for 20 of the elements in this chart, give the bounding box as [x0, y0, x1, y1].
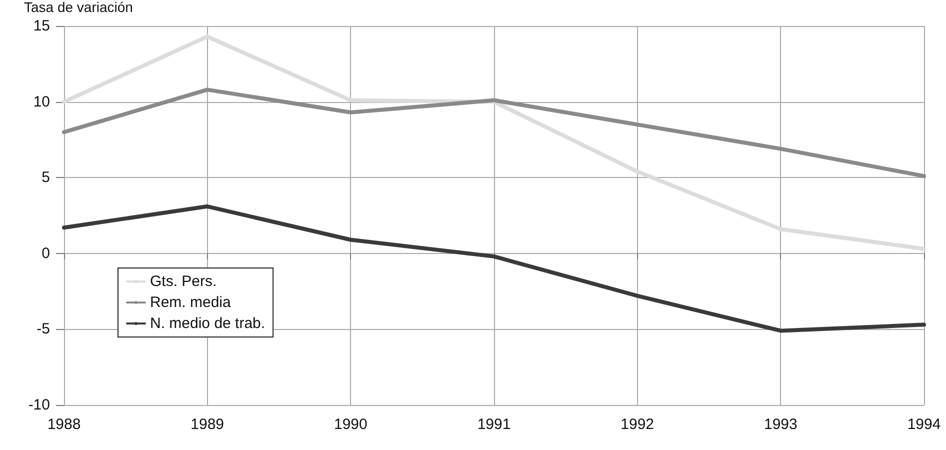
- line-series: [62, 88, 926, 178]
- y-tick-label: 0: [42, 244, 50, 262]
- x-tick-label: 1991: [477, 416, 511, 433]
- x-tick-label: 1988: [47, 416, 81, 433]
- line-series: [62, 204, 926, 333]
- x-tick-label: 1994: [907, 416, 941, 433]
- x-tick-label: 1993: [764, 416, 798, 433]
- y-tick-label: 10: [33, 93, 50, 110]
- legend-label: Gts. Pers.: [150, 273, 217, 290]
- y-tick-label: -5: [36, 320, 50, 338]
- line-series: [62, 34, 926, 251]
- y-tick-label: -10: [28, 396, 50, 414]
- y-tick-label: 15: [33, 18, 50, 34]
- legend-label: N. medio de trab.: [150, 315, 266, 332]
- y-axis-title: Tasa de variación: [24, 0, 133, 15]
- x-tick-label: 1992: [620, 416, 654, 433]
- x-tick-label: 1989: [190, 416, 224, 433]
- x-tick-label: 1990: [334, 416, 368, 433]
- legend-label: Rem. media: [150, 294, 232, 311]
- y-tick-label: 5: [42, 169, 50, 186]
